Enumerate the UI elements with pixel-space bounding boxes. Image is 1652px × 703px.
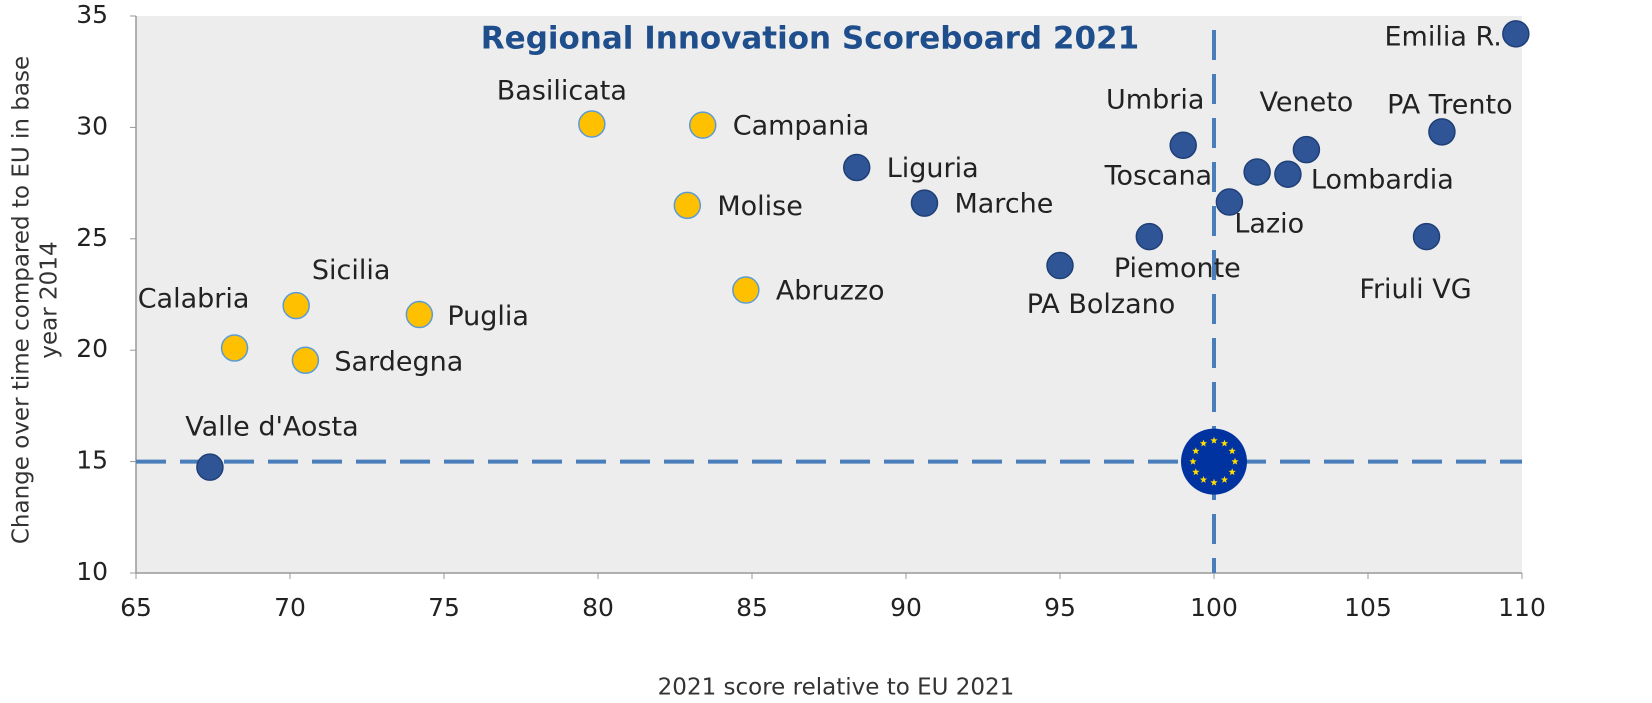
point-label: Marche — [954, 189, 1053, 220]
eu-star — [1199, 439, 1208, 447]
x-tick-label: 110 — [1498, 593, 1546, 622]
point-label: Valle d'Aosta — [185, 412, 358, 443]
point-label: Liguria — [887, 153, 979, 184]
point-label: Emilia R. — [1384, 21, 1501, 52]
point — [220, 334, 249, 362]
x-tick-label: 95 — [1044, 593, 1076, 622]
point — [1428, 118, 1456, 146]
eu-star — [1210, 478, 1218, 486]
eu-star — [1192, 468, 1200, 476]
point-label: Lazio — [1234, 209, 1304, 240]
eu-star — [1189, 457, 1197, 465]
eu-star — [1231, 457, 1239, 465]
x-tick-label: 65 — [120, 593, 152, 622]
point-label: Molise — [717, 191, 803, 222]
point-label: Sicilia — [312, 255, 391, 286]
y-tick-label: 20 — [76, 334, 108, 363]
eu-star — [1228, 447, 1236, 455]
point — [1046, 251, 1074, 280]
y-tick-label: 10 — [76, 557, 108, 586]
point — [1243, 158, 1271, 186]
point — [1412, 222, 1441, 251]
x-axis-label: 2021 score relative to EU 2021 — [658, 675, 1015, 701]
point-label: Abruzzo — [776, 276, 885, 307]
chart-title: Regional Innovation Scoreboard 2021 — [481, 21, 1139, 57]
eu-star — [1220, 439, 1229, 447]
x-tick-label: 75 — [428, 593, 460, 622]
eu-star — [1228, 468, 1236, 476]
eu-star — [1199, 475, 1208, 483]
eu-star — [1192, 447, 1200, 455]
point-label: PA Bolzano — [1027, 289, 1176, 320]
y-axis-label: Change over time compared to EU in base — [9, 56, 35, 544]
x-tick-label: 70 — [274, 593, 306, 622]
point — [405, 300, 434, 329]
point — [1215, 188, 1244, 216]
point-label: Toscana — [1104, 160, 1213, 191]
point-label: Campania — [733, 111, 870, 142]
point — [1274, 160, 1302, 188]
point-label: Calabria — [138, 283, 250, 314]
plot-area — [136, 16, 1522, 573]
point-label: Friuli VG — [1359, 274, 1471, 305]
point — [282, 291, 310, 320]
point — [291, 346, 320, 374]
point — [1169, 131, 1197, 159]
x-tick-label: 80 — [582, 593, 614, 622]
y-tick-label: 30 — [76, 111, 108, 140]
point-label: Puglia — [447, 301, 529, 332]
y-tick-label: 35 — [76, 0, 108, 29]
x-tick-label: 100 — [1190, 593, 1238, 622]
point-label: PA Trento — [1387, 89, 1512, 120]
point — [842, 153, 871, 182]
eu-star — [1220, 475, 1229, 483]
eu-marker — [1181, 428, 1247, 495]
point-label: Basilicata — [497, 76, 627, 107]
point — [1292, 135, 1321, 164]
y-axis-label: year 2014 — [37, 241, 63, 358]
point — [910, 189, 939, 217]
y-tick-label: 25 — [76, 223, 108, 252]
point-label: Veneto — [1259, 87, 1353, 118]
eu-star — [1210, 436, 1218, 444]
x-tick-label: 90 — [890, 593, 922, 622]
point — [688, 111, 717, 139]
point-label: Umbria — [1106, 85, 1204, 116]
point-label: Piemonte — [1114, 253, 1241, 284]
point — [578, 110, 606, 138]
point-label: Lombardia — [1311, 165, 1454, 196]
point — [196, 453, 224, 481]
y-tick-label: 15 — [76, 446, 108, 475]
x-tick-label: 105 — [1344, 593, 1392, 622]
point — [673, 191, 702, 220]
point — [732, 276, 760, 304]
point — [1135, 222, 1164, 251]
point-label: Sardegna — [334, 347, 463, 378]
point — [1502, 20, 1530, 48]
x-tick-label: 85 — [736, 593, 768, 622]
